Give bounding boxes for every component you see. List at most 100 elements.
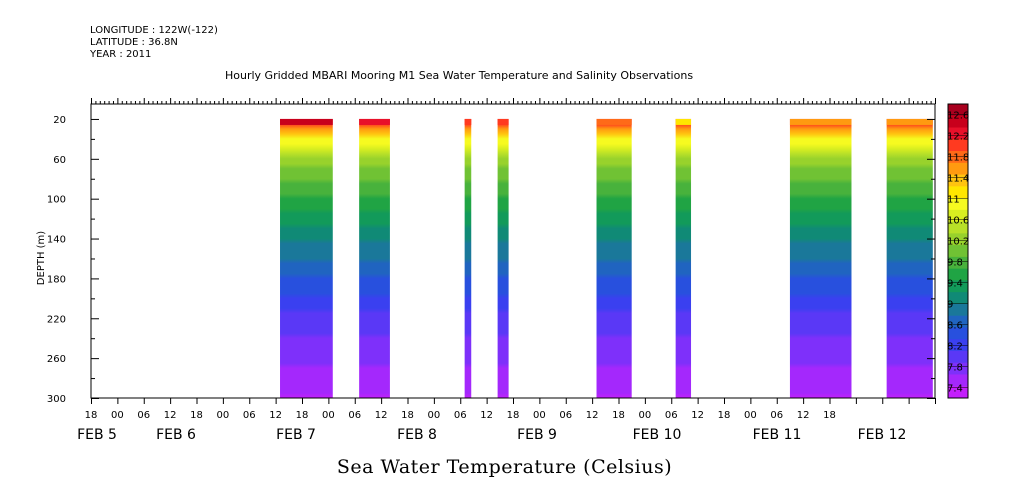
y-tick-label: 140	[47, 235, 66, 246]
legend-swatch	[948, 292, 968, 305]
data-band-8	[886, 118, 933, 398]
legend-swatch	[948, 327, 968, 340]
data-band-surface-3	[464, 118, 472, 125]
date-label: FEB 10	[633, 427, 682, 443]
x-tick-label: 00	[217, 410, 230, 421]
legend-swatch	[948, 127, 968, 140]
y-tick-label: 220	[47, 314, 66, 325]
x-tick-labels: 18 00 06 12 18 00 06 12 18 00 06 12 18 00 06 12 18 00 06 12…	[85, 410, 836, 421]
legend-level-label: 11	[947, 195, 960, 206]
x-tick-label: 12	[480, 410, 493, 421]
x-tick-label: 06	[454, 410, 467, 421]
data-band-6	[675, 118, 692, 398]
x-tick-label: 00	[111, 410, 124, 421]
x-tick-label: 06	[770, 410, 783, 421]
x-tick-label: 06	[665, 410, 678, 421]
legend-swatch	[948, 104, 968, 117]
legend-level-label: 7.4	[947, 384, 963, 395]
x-tick-label: 18	[85, 410, 98, 421]
legend-swatch	[948, 139, 968, 152]
data-band-2	[359, 118, 390, 398]
x-tick-label: 06	[559, 410, 572, 421]
legend-frame	[947, 103, 969, 399]
date-label: FEB 9	[517, 427, 557, 443]
data-band-surface-5	[596, 118, 632, 125]
x-tick-label: 00	[533, 410, 546, 421]
date-label: FEB 7	[276, 427, 316, 443]
legend-swatch	[948, 233, 968, 246]
x-tick-label: 18	[401, 410, 414, 421]
legend-swatch	[948, 162, 968, 176]
x-tick-label: 12	[164, 410, 177, 421]
legend-swatch	[948, 198, 968, 211]
legend-level-label: 8.2	[947, 342, 963, 353]
data-band-surface-8	[886, 118, 933, 125]
x-tick-label: 06	[348, 410, 361, 421]
legend-level-label: 11.4	[947, 174, 969, 185]
y-tick-label: 60	[53, 155, 66, 166]
legend-swatch	[948, 350, 968, 364]
x-tick-label: 18	[823, 410, 836, 421]
legend-swatch	[948, 280, 968, 293]
data-band-surface-1	[280, 118, 333, 125]
data-band-4	[497, 118, 509, 398]
y-tick-label: 300	[47, 394, 66, 405]
plot-axes	[90, 98, 936, 404]
x-tick-label: 06	[137, 410, 150, 421]
data-band-surface-4	[497, 118, 509, 125]
legend-swatch	[948, 245, 968, 258]
data-band-surface-6	[675, 118, 692, 125]
x-tick-label: 00	[639, 410, 652, 421]
legend-swatch	[948, 256, 968, 270]
y-tick-labels: 20 60 100 140 180 220 260 300	[47, 115, 66, 405]
legend-level-label: 12.2	[947, 132, 969, 143]
y-tick-label: 20	[53, 115, 66, 126]
legend-swatch	[948, 221, 968, 234]
data-bands	[280, 118, 933, 398]
legend-swatch	[948, 315, 968, 328]
data-band-surface-2	[359, 118, 390, 125]
x-tick-label: 18	[507, 410, 520, 421]
x-tick-label: 12	[797, 410, 810, 421]
latitude-label: LATITUDE : 36.8N	[90, 37, 178, 48]
legend-swatch	[948, 386, 968, 399]
y-tick-label: 100	[47, 195, 66, 206]
x-tick-label: 18	[190, 410, 203, 421]
date-label: FEB 6	[156, 427, 196, 443]
legend-swatch	[948, 303, 968, 317]
x-tick-label: 00	[744, 410, 757, 421]
x-tick-label: 18	[296, 410, 309, 421]
x-tick-label: 18	[718, 410, 731, 421]
data-band-surface-7	[789, 118, 852, 125]
date-label: FEB 12	[858, 427, 907, 443]
x-tick-label: 12	[691, 410, 704, 421]
legend-swatch	[948, 151, 968, 164]
x-tick-label: 12	[269, 410, 282, 421]
date-label: FEB 11	[753, 427, 802, 443]
x-axis-label: Sea Water Temperature (Celsius)	[336, 456, 673, 478]
y-axis-label: DEPTH (m)	[36, 231, 47, 285]
data-band-5	[596, 118, 632, 398]
data-band-3	[464, 118, 472, 398]
chart-title: Hourly Gridded MBARI Mooring M1 Sea Wate…	[225, 69, 694, 82]
year-label: YEAR : 2011	[90, 49, 152, 60]
y-tick-label: 180	[47, 274, 66, 285]
legend-level-label: 12.6	[947, 111, 969, 122]
legend-level-label: 7.8	[947, 363, 963, 374]
date-label: FEB 5	[77, 427, 117, 443]
data-band-1	[280, 118, 333, 398]
longitude-label: LONGITUDE : 122W(-122)	[90, 25, 218, 36]
legend-level-label: 9.4	[947, 279, 963, 290]
legend-level-label: 10.2	[947, 237, 969, 248]
date-label: FEB 8	[397, 427, 437, 443]
legend-level-label: 8.6	[947, 321, 963, 332]
legend-level-label: 11.8	[947, 153, 969, 164]
legend-swatch	[948, 374, 968, 387]
legend-swatch	[948, 115, 968, 129]
x-tick-label: 06	[243, 410, 256, 421]
legend-level-label: 9.8	[947, 258, 963, 269]
date-labels: FEB 5 FEB 6 FEB 7 FEB 8 FEB 9 FEB 10 FEB 11 FEB…	[77, 427, 906, 443]
legend-swatch	[948, 186, 968, 199]
x-tick-label: 12	[375, 410, 388, 421]
